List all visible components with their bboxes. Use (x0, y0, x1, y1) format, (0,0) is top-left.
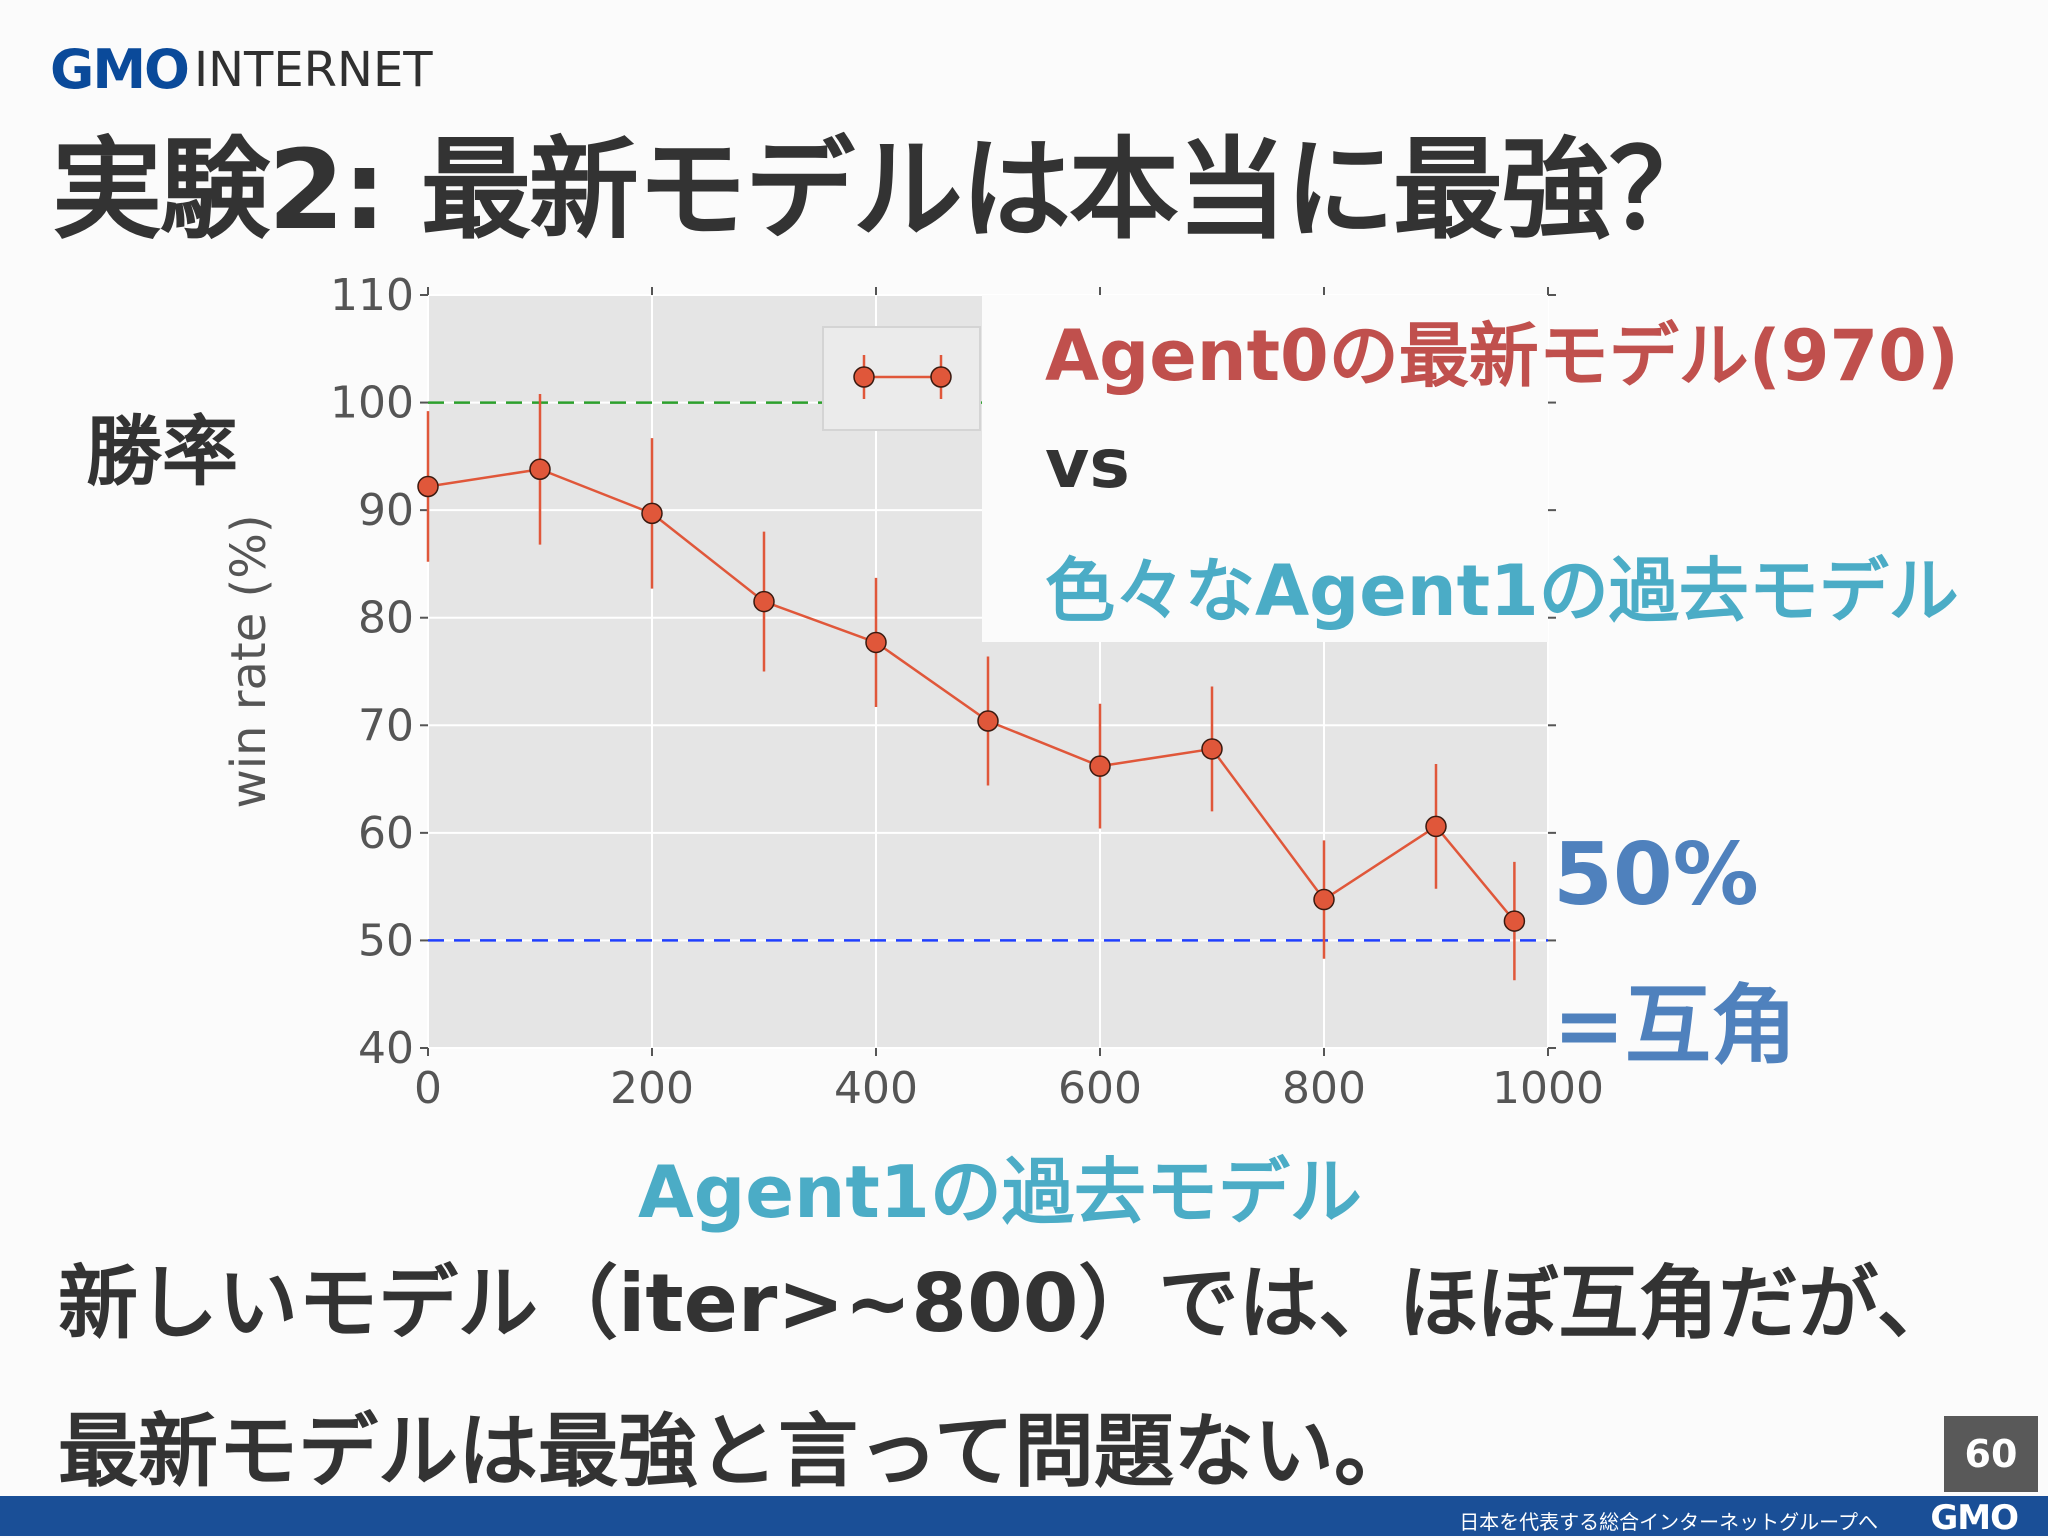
data-point (641, 502, 663, 525)
legend-marker (853, 366, 875, 388)
data-point (1089, 755, 1111, 777)
y-tick-label: 110 (330, 270, 414, 321)
data-point (1503, 910, 1526, 932)
data-point (529, 458, 551, 481)
data-point (1425, 815, 1447, 838)
legend-marker (930, 366, 952, 388)
x-tick-label: 200 (610, 1063, 694, 1114)
y-tick-label: 70 (358, 700, 414, 751)
legend-line-3: 色々なAgent1の過去モデル (1045, 550, 1959, 632)
x-tick-label: 600 (1058, 1063, 1142, 1114)
footer-logo: GMO (1930, 1498, 2019, 1538)
page-number: 60 (1944, 1416, 2038, 1492)
logo-internet: INTERNET (193, 41, 433, 98)
y-tick-label: 90 (358, 485, 414, 536)
data-point (1313, 888, 1335, 911)
y-axis-label: win rate (%) (221, 514, 277, 808)
y-tick-label: 40 (358, 1023, 414, 1074)
data-point (753, 590, 775, 613)
x-tick-label: 1000 (1492, 1063, 1604, 1114)
y-axis-label-jp: 勝率 (86, 407, 238, 496)
y-tick-label: 60 (358, 808, 414, 859)
legend-text-panel (982, 295, 1548, 642)
legend-box (822, 326, 981, 431)
logo-gmo: GMO (50, 38, 190, 101)
slide-title: 実験2: 最新モデルは本当に最強？ (52, 126, 1719, 254)
data-point (417, 475, 439, 498)
footer-bar (0, 1496, 2048, 1536)
legend-line-1: Agent0の最新モデル(970) (1045, 315, 1959, 397)
annotation-even: =互角 (1553, 976, 1798, 1076)
legend-line-2: vs (1045, 425, 1130, 504)
conclusion-text: 新しいモデル（iter>~800）では、ほぼ互角だが、最新モデルは最強と言って問… (58, 1257, 1957, 1498)
gmo-internet-logo: GMO INTERNET (50, 38, 433, 101)
x-tick-label: 400 (834, 1063, 918, 1114)
annotation-50-percent: 50% (1553, 825, 1759, 925)
y-tick-label: 50 (358, 915, 414, 966)
y-tick-label: 100 (330, 378, 414, 429)
data-point (865, 631, 887, 654)
footer-tagline: 日本を代表する総合インターネットグループへ (1459, 1510, 1878, 1534)
data-point (977, 710, 999, 732)
win-rate-chart: 0 200 400 600 800 1000 40 50 60 70 80 90 100 110 win r… (221, 270, 1604, 1114)
y-tick-label: 80 (358, 593, 414, 644)
x-axis-label-jp: Agent1の過去モデル (638, 1150, 1362, 1234)
x-tick-label: 800 (1282, 1063, 1366, 1114)
x-tick-label: 0 (414, 1063, 442, 1114)
data-point (1201, 738, 1223, 760)
